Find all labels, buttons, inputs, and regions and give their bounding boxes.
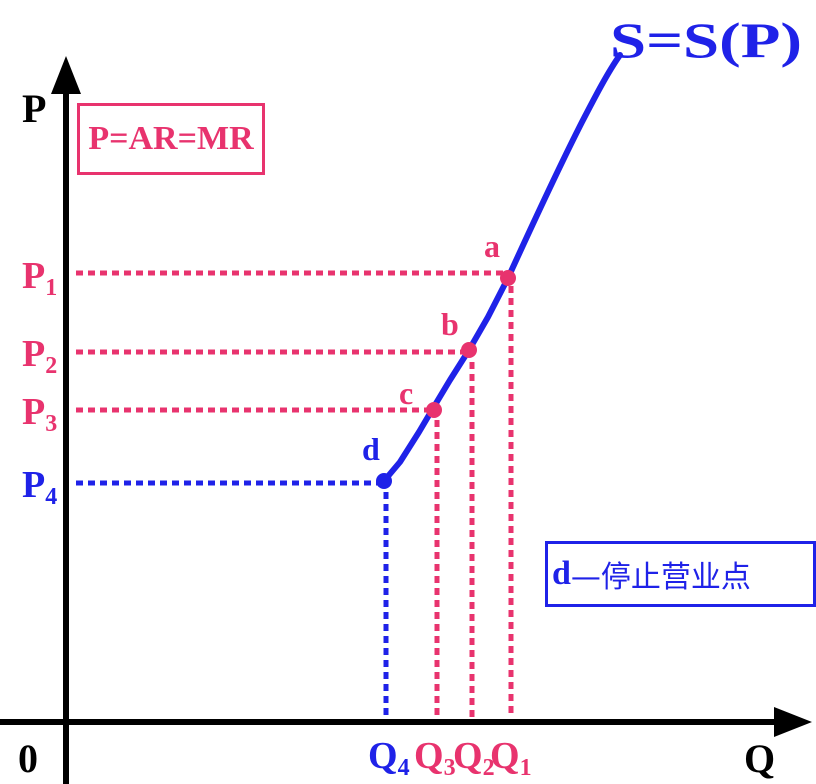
shutdown-note-text: —停止营业点 [570, 560, 751, 595]
shutdown-note-letter: d [552, 555, 571, 592]
price-rule-box: P=AR=MR [77, 103, 265, 175]
price-label-p4: P4 [22, 464, 57, 510]
quantity-label-q3: Q3 [414, 735, 456, 781]
y-axis-label: P [22, 86, 46, 131]
quantity-label-q2: Q2 [453, 735, 495, 781]
point-label-b: b [441, 306, 459, 342]
point-label-a: a [484, 228, 500, 264]
curve-label: S=S(P) [610, 12, 802, 68]
point-label-d: d [362, 431, 380, 467]
point-d [376, 473, 392, 489]
quantity-label-q1: Q1 [490, 735, 532, 781]
price-label-p3: P3 [22, 391, 57, 437]
point-b [461, 342, 477, 358]
origin-label: 0 [18, 736, 38, 781]
price-label-p1: P1 [22, 255, 57, 301]
price-rule-text: P=AR=MR [88, 120, 254, 157]
x-axis-arrowhead [774, 707, 812, 737]
point-c [426, 402, 442, 418]
price-label-p2: P2 [22, 333, 57, 379]
x-axis-label: Q [744, 736, 775, 781]
point-label-c: c [399, 375, 413, 411]
shutdown-note-box: d —停止营业点 [545, 541, 816, 607]
point-a [500, 270, 516, 286]
y-axis-arrowhead [51, 56, 81, 94]
quantity-label-q4: Q4 [368, 735, 410, 781]
supply-curve [381, 52, 623, 484]
